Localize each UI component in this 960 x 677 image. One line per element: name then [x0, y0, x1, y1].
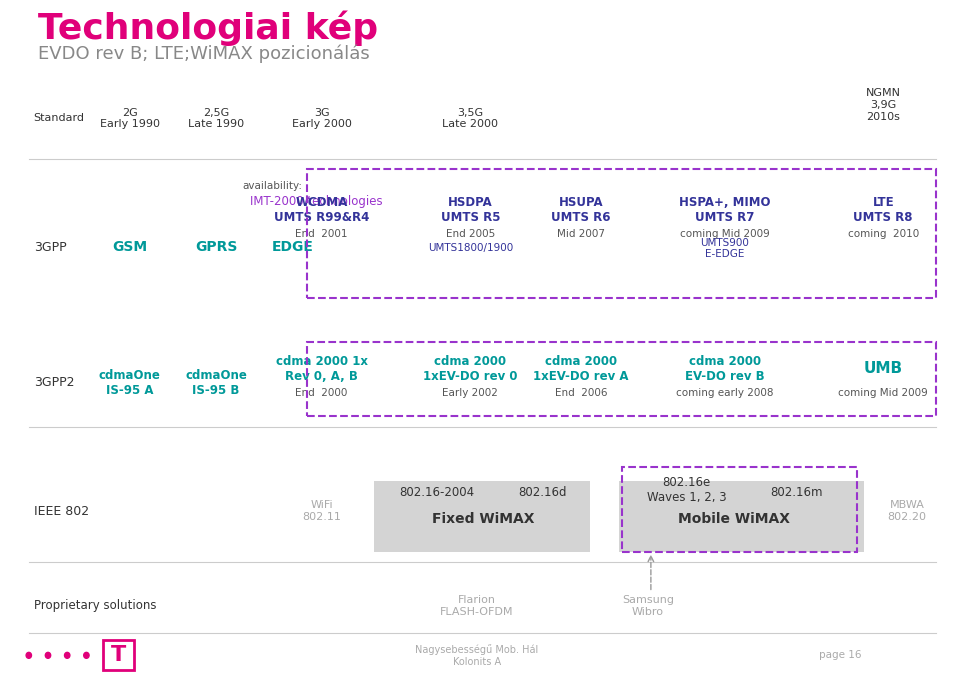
Text: HSDPA
UMTS R5: HSDPA UMTS R5	[441, 196, 500, 224]
Text: HSUPA
UMTS R6: HSUPA UMTS R6	[551, 196, 611, 224]
FancyBboxPatch shape	[619, 481, 864, 552]
Text: Standard: Standard	[34, 114, 84, 123]
Text: WCDMA
UMTS R99&R4: WCDMA UMTS R99&R4	[274, 196, 370, 224]
Text: cdmaOne
IS-95 B: cdmaOne IS-95 B	[185, 368, 247, 397]
Text: 802.16d: 802.16d	[518, 486, 566, 500]
Text: EDGE: EDGE	[272, 240, 314, 254]
Text: Flarion
FLASH-OFDM: Flarion FLASH-OFDM	[441, 595, 514, 617]
Text: cdma 2000
1xEV-DO rev A: cdma 2000 1xEV-DO rev A	[533, 355, 629, 383]
Ellipse shape	[26, 653, 32, 658]
Text: Proprietary solutions: Proprietary solutions	[34, 599, 156, 613]
Text: IEEE 802: IEEE 802	[34, 504, 88, 518]
Text: 2,5G
Late 1990: 2,5G Late 1990	[188, 108, 244, 129]
Text: 802.16m: 802.16m	[771, 486, 823, 500]
Text: Early 2002: Early 2002	[443, 388, 498, 397]
Text: 3GPP: 3GPP	[34, 240, 66, 254]
Text: Samsung
Wibro: Samsung Wibro	[622, 595, 674, 617]
Text: NGMN
3,9G
2010s: NGMN 3,9G 2010s	[866, 88, 900, 122]
Text: LTE
UMTS R8: LTE UMTS R8	[853, 196, 913, 224]
Text: Technologiai kép: Technologiai kép	[38, 10, 378, 45]
Text: End  2006: End 2006	[555, 388, 607, 397]
Text: End  2000: End 2000	[296, 388, 348, 397]
Ellipse shape	[84, 653, 89, 658]
Text: 802.16-2004: 802.16-2004	[399, 486, 474, 500]
Text: EVDO rev B; LTE;WiMAX pozicionálás: EVDO rev B; LTE;WiMAX pozicionálás	[38, 44, 371, 62]
Text: cdma 2000
1xEV-DO rev 0: cdma 2000 1xEV-DO rev 0	[423, 355, 517, 383]
Text: UMTS900
E-EDGE: UMTS900 E-EDGE	[701, 238, 749, 259]
Text: UMTS1800/1900: UMTS1800/1900	[428, 244, 513, 253]
Text: availability:: availability:	[242, 181, 302, 191]
Text: Fixed WiMAX: Fixed WiMAX	[432, 512, 534, 525]
Text: IMT-2000 technologies: IMT-2000 technologies	[250, 194, 382, 208]
Text: End  2001: End 2001	[296, 229, 348, 238]
Ellipse shape	[64, 653, 70, 658]
Text: coming  2010: coming 2010	[848, 229, 919, 238]
Text: MBWA
802.20: MBWA 802.20	[888, 500, 926, 522]
Text: 3GPP2: 3GPP2	[34, 376, 74, 389]
Text: T: T	[111, 645, 126, 665]
Text: 3G
Early 2000: 3G Early 2000	[292, 108, 351, 129]
Text: Mid 2007: Mid 2007	[557, 229, 605, 238]
Text: 802.16e
Waves 1, 2, 3: 802.16e Waves 1, 2, 3	[647, 476, 726, 504]
Text: End 2005: End 2005	[445, 229, 495, 238]
Text: HSPA+, MIMO
UMTS R7: HSPA+, MIMO UMTS R7	[679, 196, 771, 224]
FancyBboxPatch shape	[374, 481, 590, 552]
Text: WiFi
802.11: WiFi 802.11	[302, 500, 341, 522]
Ellipse shape	[45, 653, 51, 658]
Text: coming Mid 2009: coming Mid 2009	[680, 229, 770, 238]
Text: coming Mid 2009: coming Mid 2009	[838, 388, 928, 397]
Text: page 16: page 16	[819, 651, 861, 660]
Text: 3,5G
Late 2000: 3,5G Late 2000	[443, 108, 498, 129]
Text: GSM: GSM	[112, 240, 147, 254]
Text: Nagysebességű Mob. Hál
Kolonits A: Nagysebességű Mob. Hál Kolonits A	[416, 644, 539, 667]
Text: cdmaOne
IS-95 A: cdmaOne IS-95 A	[99, 368, 160, 397]
Text: cdma 2000
EV-DO rev B: cdma 2000 EV-DO rev B	[685, 355, 764, 383]
Text: UMB: UMB	[864, 362, 902, 376]
Text: GPRS: GPRS	[195, 240, 237, 254]
Text: cdma 2000 1x
Rev 0, A, B: cdma 2000 1x Rev 0, A, B	[276, 355, 368, 383]
Text: 2G
Early 1990: 2G Early 1990	[100, 108, 159, 129]
Text: Mobile WiMAX: Mobile WiMAX	[679, 512, 790, 525]
Text: coming early 2008: coming early 2008	[676, 388, 774, 397]
